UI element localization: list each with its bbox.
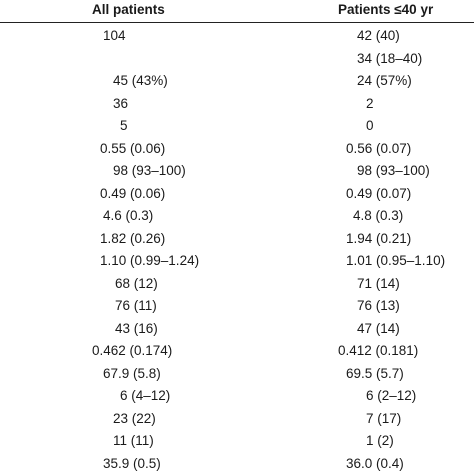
table-cell: 1.94 (0.21) xyxy=(346,230,412,246)
table-cell: 98 (93–100) xyxy=(113,163,186,178)
table-cell: 4.6 (0.3) xyxy=(103,208,154,223)
table-cell: 11 (11) xyxy=(113,433,154,448)
table-cell: 43 (16) xyxy=(115,320,158,336)
table-cell: 6 (2–12) xyxy=(366,388,417,403)
table-cell: 47 (14) xyxy=(357,320,400,336)
table-cell: 5 xyxy=(120,118,128,133)
table-cell: 71 (14) xyxy=(357,275,400,291)
table-cell: 42 (40) xyxy=(357,28,400,43)
table-cell: 1.01 (0.95–1.10) xyxy=(346,253,446,268)
column-header: All patients xyxy=(92,2,165,17)
table-cell: 69.5 (5.7) xyxy=(346,365,404,381)
table-cell: 0.49 (0.07) xyxy=(346,185,412,201)
table-cell: 76 (11) xyxy=(115,298,157,313)
table-cell: 2 xyxy=(366,95,374,111)
table-cell: 23 (22) xyxy=(113,410,156,426)
column-header: Patients ≤40 yr xyxy=(338,2,434,17)
table-cell: 36.0 (0.4) xyxy=(346,455,404,471)
table-cell: 34 (18–40) xyxy=(357,50,423,66)
table-cell: 24 (57%) xyxy=(357,73,412,88)
table-cell: 0.56 (0.07) xyxy=(346,140,412,156)
header-rule xyxy=(0,22,474,23)
table-cell: 68 (12) xyxy=(115,275,158,291)
table-cell: 4.8 (0.3) xyxy=(353,208,404,223)
table-cell: 0 xyxy=(366,118,374,133)
table-cell: 1.10 (0.99–1.24) xyxy=(100,253,200,268)
table-cell: 6 (4–12) xyxy=(120,388,171,403)
table-cell: 0.462 (0.174) xyxy=(92,343,173,358)
table-cell: 0.55 (0.06) xyxy=(100,140,166,156)
table-cell: 36 xyxy=(113,95,129,111)
table-cell: 1 (2) xyxy=(366,433,394,448)
table-cell: 0.49 (0.06) xyxy=(100,185,166,201)
table-cell: 0.412 (0.181) xyxy=(338,343,419,358)
table-cell: 35.9 (0.5) xyxy=(103,455,161,471)
table-cell: 98 (93–100) xyxy=(357,163,430,178)
table-cell: 45 (43%) xyxy=(113,73,168,88)
table-cell: 76 (13) xyxy=(357,298,400,313)
table-cell: 67.9 (5.8) xyxy=(103,365,161,381)
table-cell: 1.82 (0.26) xyxy=(100,230,166,246)
table-cell: 7 (17) xyxy=(366,410,402,426)
table-cell: 104 xyxy=(103,28,126,43)
